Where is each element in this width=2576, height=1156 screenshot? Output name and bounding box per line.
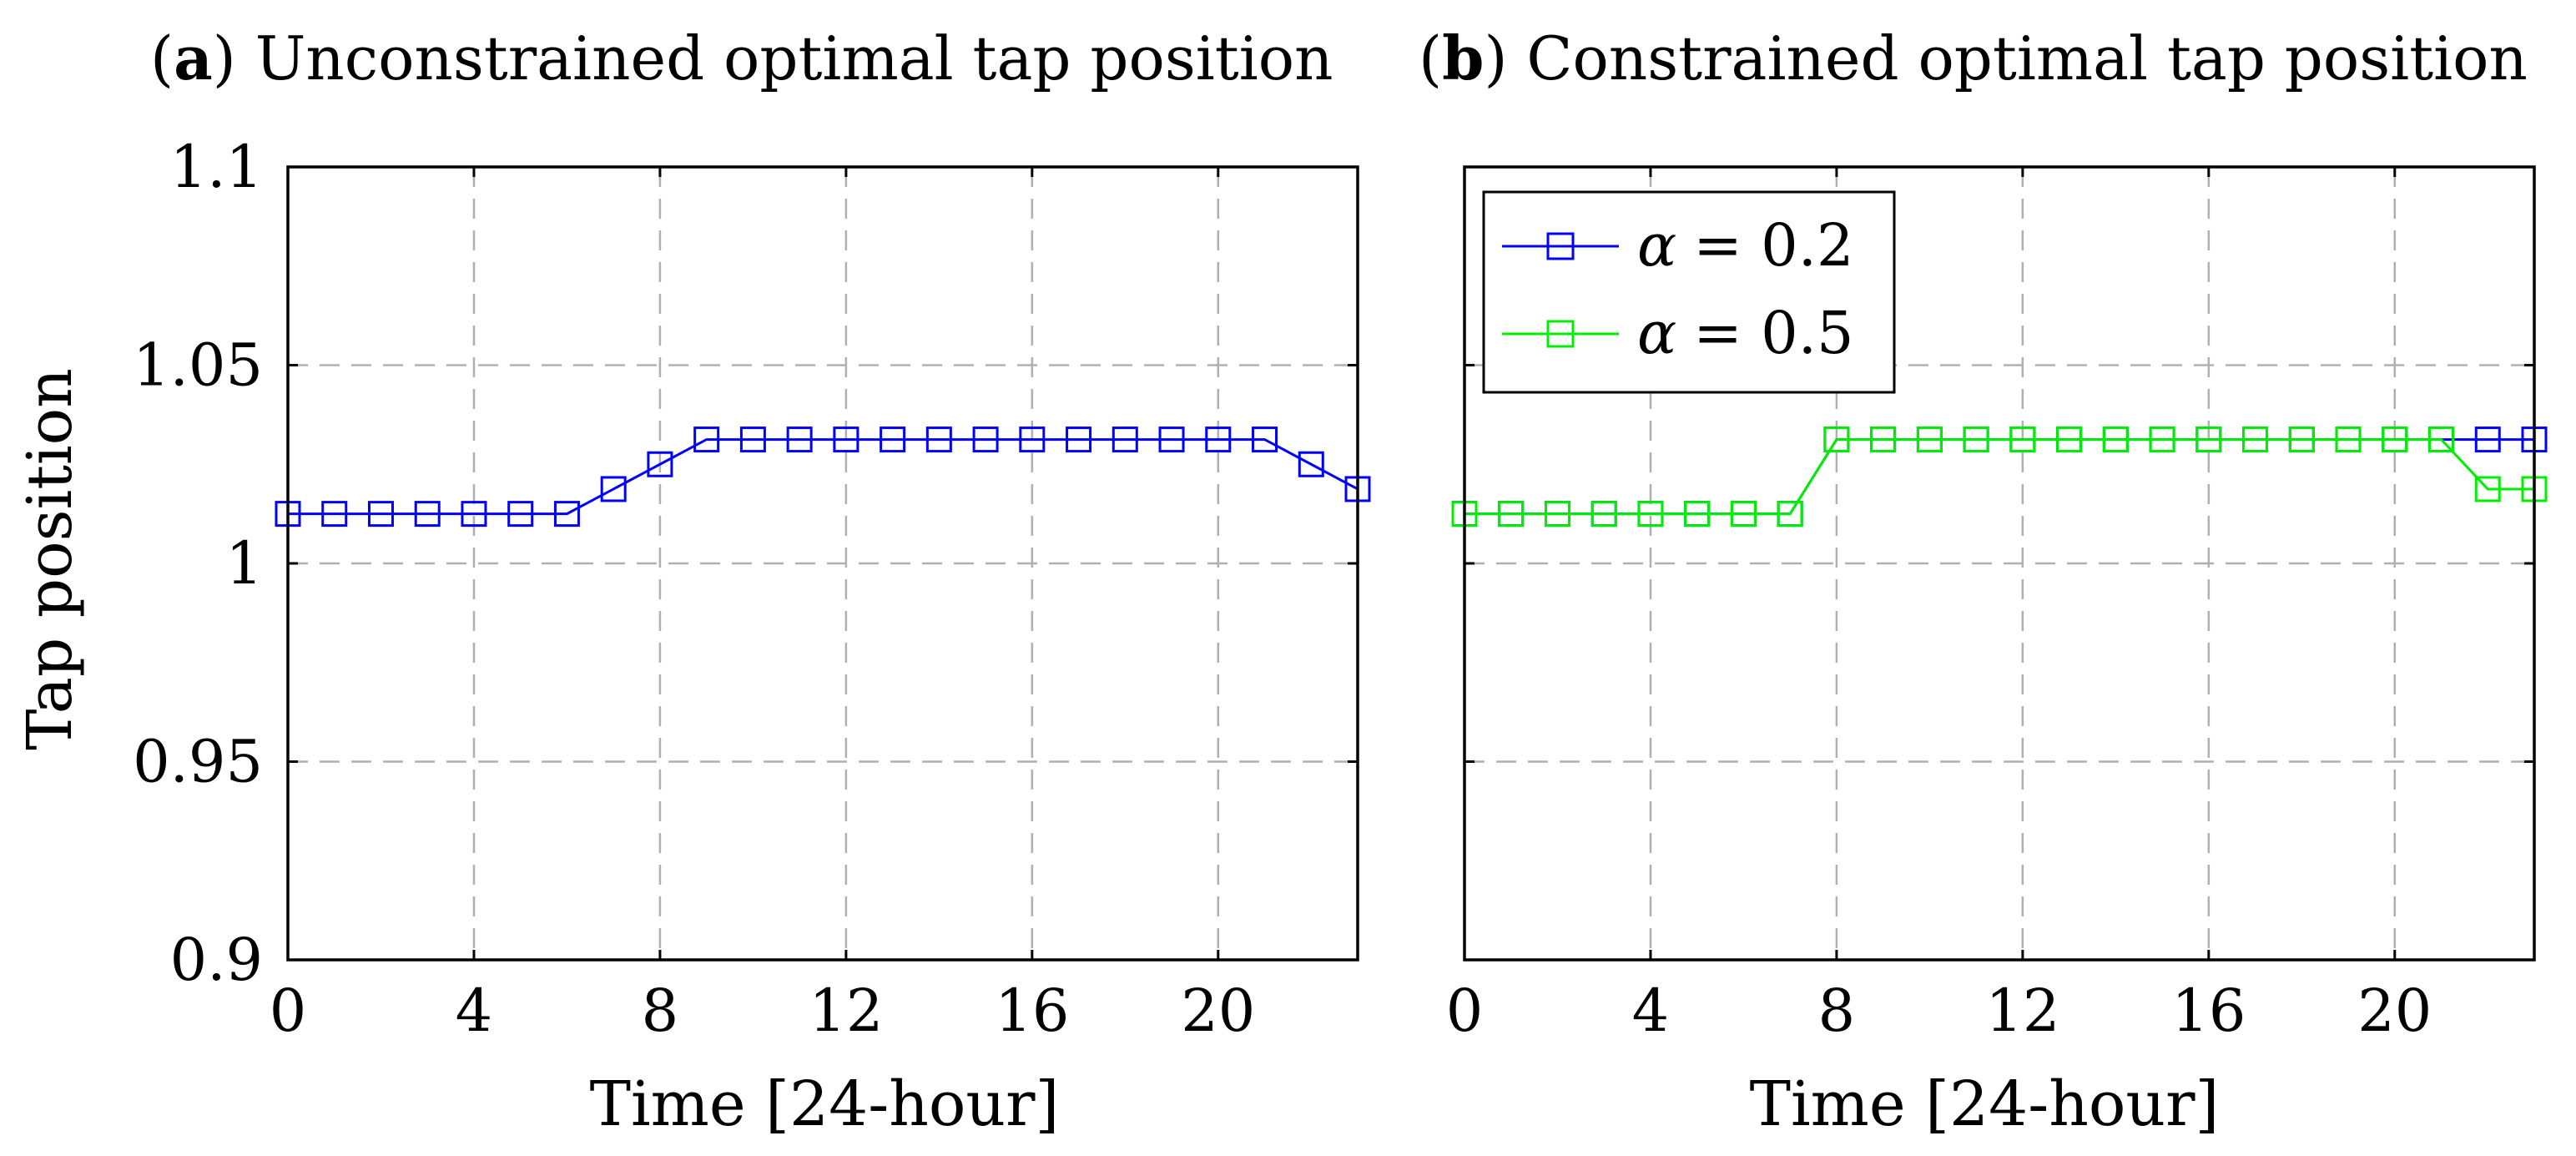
panel-a-frame (286, 165, 1359, 962)
panel-a-plot: 0 4 8 12 16 20 0.9 0.95 1 1.05 1.1 (133, 133, 1371, 1045)
panel-b-series-1-point-2 (1544, 501, 1570, 528)
panel-b-series-1-point-5 (1684, 501, 1711, 528)
panel-b-series-1-point-9 (1870, 427, 1897, 453)
panel-b-series-1-point-10 (1916, 427, 1943, 453)
panel-a-xtick-label-20: 20 (1181, 977, 1255, 1045)
panel-b-xtick-label-16: 16 (2171, 977, 2246, 1045)
legend-marker-alpha-0-2 (1546, 232, 1575, 260)
panel-a-ytick-label-1: 1 (225, 529, 263, 598)
panel-a-series-0-point-16 (1019, 427, 1046, 453)
panel-a-ytick-label-0.95: 0.95 (133, 728, 263, 796)
legend-entry-alpha-0-2: α = 0.2 (1502, 211, 1854, 280)
panel-b-label: b (1442, 23, 1484, 93)
panel-b-series-1-point-8 (1823, 427, 1850, 453)
panel-a-xtick-label-16: 16 (995, 977, 1069, 1045)
panel-b-series-1-point-16 (2195, 427, 2222, 453)
panel-b-series-1-point-15 (2149, 427, 2175, 453)
panel-a-series-0-point-19 (1158, 427, 1185, 453)
panel-b-series-1-point-17 (2242, 427, 2269, 453)
panel-a-series-0-point-13 (880, 427, 906, 453)
panel-a-series-0-point-6 (553, 501, 580, 528)
panel-a-series-line-0 (288, 438, 1359, 516)
panel-b-series-1-point-11 (1963, 427, 1989, 453)
panel-a-series-0-point-1 (321, 501, 348, 528)
legend-box (1482, 190, 1896, 394)
panel-b-series-line-0 (1464, 438, 2534, 516)
panel-a-ytick-label-1.1: 1.1 (170, 133, 263, 201)
panel-b-series-1-point-3 (1590, 501, 1617, 528)
panel-b-series-line-1 (1464, 438, 2534, 516)
panel-b-series-1-point-14 (2102, 427, 2129, 453)
panel-b-series-1-point-6 (1730, 501, 1757, 528)
panel-b-plot: 0 4 8 12 16 20 (1446, 165, 2548, 1045)
panel-b-series-1-point-13 (2056, 427, 2083, 453)
legend-entry-alpha-0-5: α = 0.5 (1502, 299, 1854, 367)
panel-b-xtick-label-0: 0 (1446, 977, 1484, 1045)
panel-a-ytick-label-0.9: 0.9 (170, 926, 263, 994)
panel-b-title: (b) Constrained optimal tap position (1419, 23, 2528, 93)
legend-value-alpha-0-2: = 0.2 (1693, 211, 1853, 280)
panel-a-title-text: Unconstrained optimal tap position (255, 23, 1333, 93)
panel-a-series-0-point-9 (693, 427, 720, 453)
panel-a-series-0-point-4 (461, 501, 487, 528)
panel-a-xtick-label-12: 12 (809, 977, 883, 1045)
panel-b-xtick-label-20: 20 (2357, 977, 2432, 1045)
panel-b-series-1-point-4 (1637, 501, 1664, 528)
panel-a-series-0-point-20 (1205, 427, 1232, 453)
panel-a-series-0-point-8 (647, 451, 673, 477)
panel-a-series-0-point-5 (507, 501, 534, 528)
panel-b-xtick-label-12: 12 (1985, 977, 2059, 1045)
panel-b-xtick-label-4: 4 (1632, 977, 1670, 1045)
panel-a-series-0-point-3 (414, 501, 441, 528)
panel-a-xlabel: Time [24-hour] (590, 1068, 1060, 1140)
panel-a-series-0-point-7 (600, 476, 627, 502)
panel-b-series-1-point-21 (2428, 427, 2455, 453)
panel-a-series-0-point-14 (925, 427, 952, 453)
panel-b-series-1-point-12 (2009, 427, 2036, 453)
panel-a-series-0-point-15 (972, 427, 999, 453)
panel-b-series-1-point-19 (2335, 427, 2362, 453)
panel-b-series-1-point-18 (2288, 427, 2315, 453)
legend-value-alpha-0-5: = 0.5 (1693, 299, 1853, 367)
panel-b-series-1-point-1 (1498, 501, 1525, 528)
legend-label-alpha-0-2: α = 0.2 (1637, 211, 1854, 280)
panel-a-ytick-label-1.05: 1.05 (133, 331, 263, 400)
legend-marker-alpha-0-5 (1546, 320, 1575, 348)
panel-a-series-0-point-2 (367, 501, 394, 528)
panel-b-xlabel: Time [24-hour] (1750, 1068, 2220, 1140)
panel-b-series-1-point-22 (2474, 476, 2501, 502)
panel-a-series-0-point-11 (786, 427, 813, 453)
panel-b-series-1-point-20 (2382, 427, 2408, 453)
panel-a-series-0-point-22 (1298, 451, 1324, 477)
legend-symbol-alpha-0-2: α (1637, 211, 1676, 280)
panel-a-series-0-point-21 (1252, 427, 1278, 453)
panel-a-label: a (174, 23, 213, 93)
panel-b-series-0-point-22 (2474, 427, 2501, 453)
legend: α = 0.2 α = 0.5 (1482, 190, 1896, 394)
panel-a-series-0-point-18 (1112, 427, 1138, 453)
panel-a-ylabel: Tap position (14, 368, 86, 750)
panel-a-series-0-point-12 (833, 427, 860, 453)
panel-b-series-1-point-7 (1777, 501, 1803, 528)
legend-label-alpha-0-5: α = 0.5 (1637, 299, 1854, 367)
panel-b-title-text: Constrained optimal tap position (1526, 23, 2527, 93)
legend-symbol-alpha-0-5: α (1637, 299, 1676, 367)
panel-a-title: (a) Unconstrained optimal tap position (150, 23, 1333, 93)
panel-b-xtick-label-8: 8 (1818, 977, 1856, 1045)
panel-b-frame (1463, 165, 2536, 962)
panel-a-xtick-label-4: 4 (456, 977, 493, 1045)
panel-a-xtick-label-8: 8 (642, 977, 679, 1045)
panel-a-series-0-point-10 (739, 427, 766, 453)
panel-a-series-0-point-17 (1066, 427, 1092, 453)
panel-a-xtick-label-0: 0 (270, 977, 307, 1045)
